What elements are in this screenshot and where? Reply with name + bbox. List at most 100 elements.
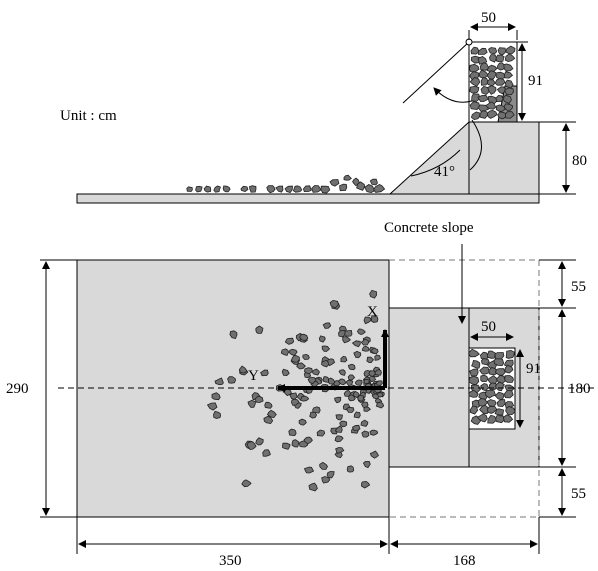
rock-shape <box>495 54 505 63</box>
rock-shape <box>469 101 481 111</box>
rock-shape <box>369 429 379 436</box>
gate-line <box>402 41 470 104</box>
rock-shape <box>369 289 378 299</box>
rock-shape <box>288 348 298 356</box>
rock-shape <box>469 405 479 415</box>
rock-shape <box>195 185 203 193</box>
rock-shape <box>503 63 514 72</box>
rock-shape <box>322 322 332 329</box>
rock-shape <box>471 93 481 102</box>
rock-shape <box>326 471 335 479</box>
slope-length-label: 168 <box>453 553 476 569</box>
rock-shape <box>311 185 322 193</box>
rock-shape <box>495 381 505 392</box>
rock-shape <box>356 328 366 335</box>
rock-shape <box>504 53 516 63</box>
rock-shape <box>328 377 336 385</box>
rock-shape <box>476 413 488 423</box>
rock-shape <box>487 350 497 359</box>
rock-shape <box>361 480 371 489</box>
rock-shape <box>352 390 360 399</box>
rock-shape <box>375 401 385 409</box>
rock-shape <box>469 368 479 377</box>
rock-shape <box>346 406 355 413</box>
rock-shape <box>303 466 315 474</box>
rock-shape <box>480 383 489 392</box>
rock-shape <box>322 376 330 383</box>
rock-pile-side-box <box>469 45 516 121</box>
rock-shape <box>320 185 331 194</box>
rock-shape <box>374 354 381 361</box>
rock-shape <box>345 379 354 387</box>
rock-shape <box>213 410 222 419</box>
box-height-side-label: 91 <box>528 73 543 89</box>
rock-shape <box>488 367 498 376</box>
support-block <box>468 121 540 195</box>
rock-shape <box>348 394 356 402</box>
rock-shape <box>356 181 366 191</box>
rock-shape <box>329 179 340 187</box>
rock-shape <box>227 376 236 384</box>
rock-shape <box>342 336 352 344</box>
rock-shape <box>290 398 300 406</box>
rock-shape <box>211 392 221 401</box>
rock-shape <box>241 479 252 488</box>
rock-shape <box>353 350 362 359</box>
rock-shape <box>369 450 380 459</box>
rock-shape <box>505 45 516 55</box>
rock-shape <box>494 408 505 416</box>
rock-shape <box>468 348 480 358</box>
rock-shape <box>370 347 379 355</box>
rock-shape <box>479 404 490 415</box>
rock-shape <box>296 362 306 370</box>
rock-shape <box>248 185 257 193</box>
y-axis-label: Y <box>248 368 259 384</box>
rock-shape <box>494 77 506 86</box>
rock-shape <box>485 101 497 110</box>
rock-shape <box>346 465 355 473</box>
deposit-length-label: 350 <box>219 553 242 569</box>
rock-shape <box>351 340 361 348</box>
rock-shape <box>284 185 293 193</box>
rock-shape <box>340 355 348 363</box>
rock-shape <box>375 380 383 386</box>
rock-shape <box>505 349 515 359</box>
rock-shape <box>368 375 377 383</box>
rock-shape <box>275 185 284 193</box>
rock-shape <box>284 337 295 345</box>
rock-shape <box>213 185 221 193</box>
rock-shape <box>479 62 490 71</box>
rock-shape <box>362 460 371 469</box>
rock-shape <box>351 424 361 431</box>
rock-shape <box>229 330 238 339</box>
rock-shape <box>369 178 378 186</box>
box-width-side-label: 50 <box>481 10 496 26</box>
rock-shape <box>260 369 269 377</box>
rock-shape <box>255 437 264 446</box>
rock-shape <box>468 389 479 398</box>
rock-shape <box>334 425 343 433</box>
rock-shape <box>319 461 328 470</box>
rock-shape <box>291 439 300 448</box>
box-width-plan-label: 50 <box>481 319 496 335</box>
rock-shape <box>503 103 513 111</box>
rock-shape <box>299 395 310 402</box>
rock-shape <box>487 85 497 95</box>
rock-shape <box>302 353 310 360</box>
rock-shape <box>505 406 516 416</box>
rock-shape <box>469 76 481 87</box>
rock-pile-plan-box <box>468 348 516 425</box>
rock-shape <box>303 436 313 445</box>
x-axis-label: X <box>367 304 378 320</box>
rock-shape <box>357 394 364 402</box>
rock-shape <box>487 414 498 424</box>
rock-shape <box>347 374 356 381</box>
margin-bottom-label: 55 <box>571 486 586 502</box>
slope-leader <box>469 119 482 171</box>
rock-shape <box>494 368 506 376</box>
rock-shape <box>344 329 353 337</box>
rock-shape <box>502 414 514 423</box>
plan-view: X Y 290 55 180 55 50 91 350 168 <box>6 244 598 569</box>
rock-shape <box>240 185 249 193</box>
